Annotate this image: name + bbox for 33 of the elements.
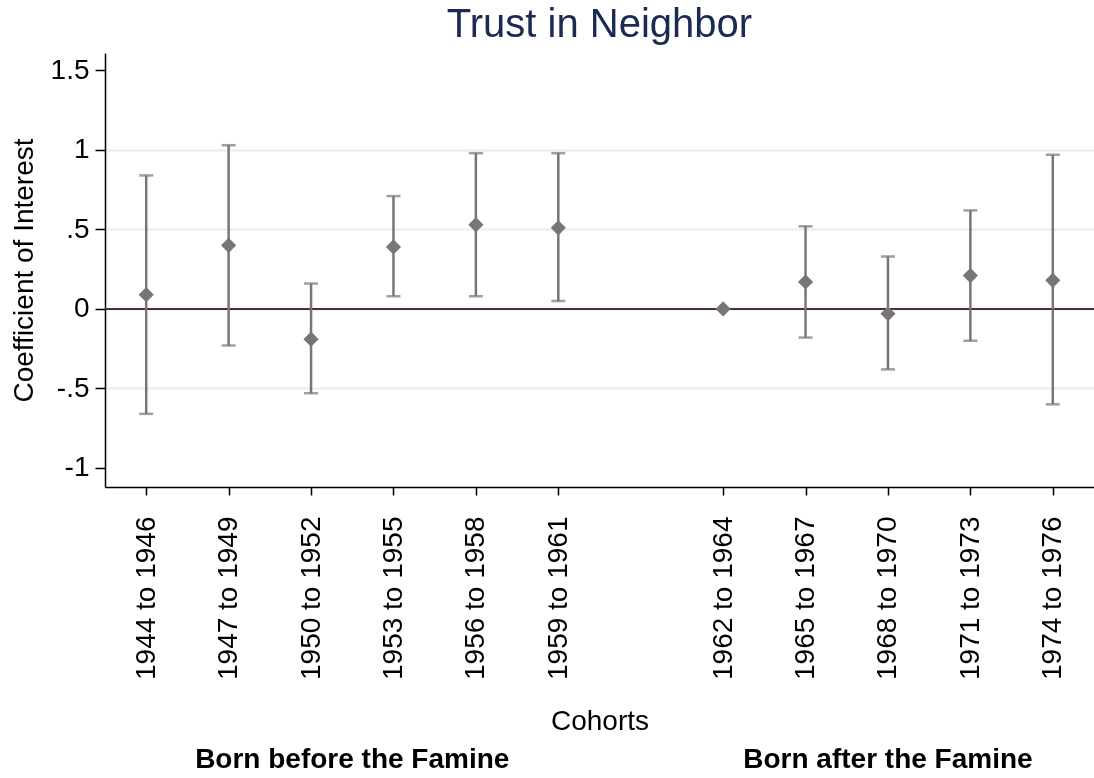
y-tick-label: -1 (64, 451, 90, 483)
x-tick-label: 1974 to 1976 (1036, 516, 1068, 680)
y-axis-title: Coefficient of Interest (7, 138, 39, 403)
y-tick-label: -.5 (56, 371, 90, 403)
x-tick-label: 1953 to 1955 (376, 516, 408, 680)
point (715, 301, 731, 317)
point (303, 331, 319, 347)
y-tick-label: .5 (66, 212, 90, 244)
point (468, 217, 484, 233)
point (138, 287, 154, 303)
x-tick-label: 1968 to 1970 (871, 516, 903, 680)
point (1045, 272, 1061, 288)
x-tick-label: 1944 to 1946 (129, 516, 161, 680)
y-tick-label: 1.5 (50, 53, 90, 85)
y-tick-label: 0 (73, 292, 90, 324)
x-tick-label: 1947 to 1949 (212, 516, 244, 680)
point (880, 306, 896, 322)
chart-title: Trust in Neighbor (446, 1, 753, 45)
x-tick-label: 1962 to 1964 (706, 516, 738, 680)
x-axis-title: Cohorts (550, 704, 650, 736)
point (221, 237, 237, 253)
y-tick-label: 1 (73, 133, 90, 165)
point (797, 274, 814, 290)
text: Born after the Famine (743, 743, 1033, 774)
x-tick-label: 1950 to 1952 (294, 516, 326, 680)
x-tick-label: 1956 to 1958 (459, 516, 491, 680)
x-tick-label: 1965 to 1967 (789, 516, 821, 680)
x-tick-label: 1959 to 1961 (541, 516, 573, 680)
x-tick-label: 1971 to 1973 (953, 516, 985, 680)
point (962, 267, 978, 284)
point (550, 220, 566, 236)
point (385, 239, 402, 255)
text: Born before the Famine (195, 743, 510, 774)
